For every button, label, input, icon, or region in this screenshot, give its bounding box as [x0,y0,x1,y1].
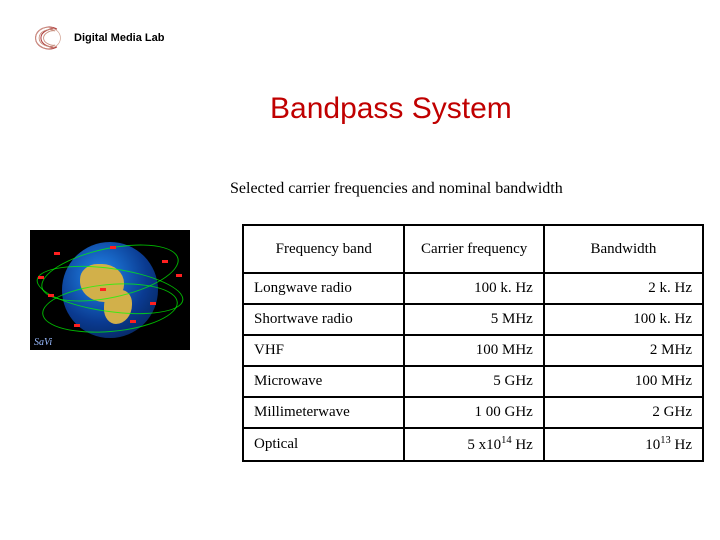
cell-band: Shortwave radio [243,304,404,335]
frequency-table: Frequency band Carrier frequency Bandwid… [242,224,704,462]
cell-carrier: 5 GHz [404,366,543,397]
table-header-row: Frequency band Carrier frequency Bandwid… [243,225,703,273]
cell-bandwidth: 2 MHz [544,335,703,366]
col-header-band: Frequency band [243,225,404,273]
table-row: Longwave radio 100 k. Hz 2 k. Hz [243,273,703,304]
page-title: Bandpass System [270,92,512,126]
cell-band: Microwave [243,366,404,397]
globe-caption: SaVi [34,337,52,348]
cell-bandwidth: 100 k. Hz [544,304,703,335]
cell-band: Millimeterwave [243,397,404,428]
cell-carrier: 1 00 GHz [404,397,543,428]
cell-band: VHF [243,335,404,366]
globe-illustration: SaVi [30,230,190,350]
cell-bandwidth: 2 GHz [544,397,703,428]
cell-bandwidth: 2 k. Hz [544,273,703,304]
cell-bandwidth: 100 MHz [544,366,703,397]
logo-text: Digital Media Lab [74,32,164,44]
table-row: Optical 5 x1014 Hz 1013 Hz [243,428,703,461]
cell-carrier: 100 MHz [404,335,543,366]
cell-band: Longwave radio [243,273,404,304]
logo-swirl-icon [30,22,66,54]
cell-bandwidth: 1013 Hz [544,428,703,461]
subtitle: Selected carrier frequencies and nominal… [230,180,563,198]
table-row: VHF 100 MHz 2 MHz [243,335,703,366]
cell-carrier: 5 x1014 Hz [404,428,543,461]
cell-band: Optical [243,428,404,461]
table-body: Longwave radio 100 k. Hz 2 k. Hz Shortwa… [243,273,703,461]
table-row: Millimeterwave 1 00 GHz 2 GHz [243,397,703,428]
cell-carrier: 5 MHz [404,304,543,335]
cell-carrier: 100 k. Hz [404,273,543,304]
logo: Digital Media Lab [30,22,164,54]
table-row: Shortwave radio 5 MHz 100 k. Hz [243,304,703,335]
col-header-carrier: Carrier frequency [404,225,543,273]
table-row: Microwave 5 GHz 100 MHz [243,366,703,397]
col-header-bandwidth: Bandwidth [544,225,703,273]
